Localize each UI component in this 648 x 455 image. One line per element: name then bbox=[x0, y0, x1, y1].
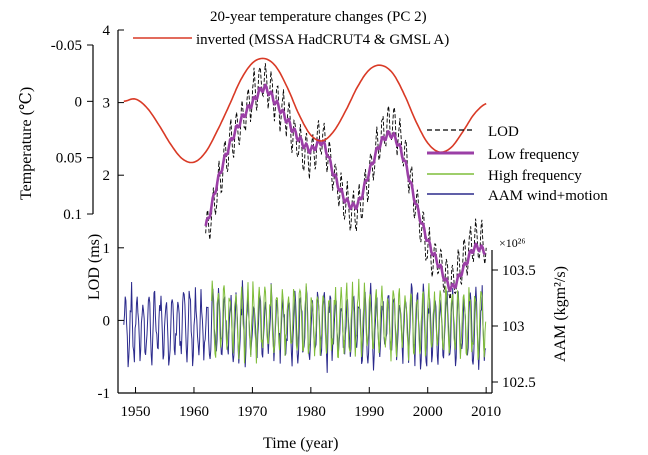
series-low-frequency bbox=[204, 83, 487, 292]
temperature-tick-label: 0.1 bbox=[63, 207, 82, 223]
chart-title: 20-year temperature changes (PC 2) bbox=[210, 9, 427, 25]
legend-label-temperature: inverted (MSSA HadCRUT4 & GMSL A) bbox=[196, 32, 449, 48]
x-tick-label: 2000 bbox=[413, 404, 443, 420]
temperature-axis-label: Temperature (℃) bbox=[18, 87, 35, 200]
x-tick-label: 1950 bbox=[121, 404, 151, 420]
legend-label-low-frequency: Low frequency bbox=[488, 147, 580, 163]
temperature-tick-label: 0.05 bbox=[56, 151, 82, 167]
aam-tick-label: 103 bbox=[502, 319, 525, 335]
lod-tick-label: 2 bbox=[103, 168, 111, 184]
ticks-layer: 1950 1960 1970 1980 1990 2000 2010 -1 0 1 2 3 4 -0.05… bbox=[51, 23, 536, 420]
lod-tick-label: 4 bbox=[103, 23, 111, 39]
aam-tick-label: 102.5 bbox=[502, 375, 536, 391]
legend-label-high-frequency: High frequency bbox=[488, 168, 582, 184]
lod-tick-label: 3 bbox=[103, 96, 111, 112]
legend: LOD Low frequency High frequency AAM win… bbox=[427, 124, 608, 204]
series-lod bbox=[205, 63, 487, 301]
lod-axis-label: LOD (ms) bbox=[86, 234, 103, 300]
aam-axis-label: AAM (kgm²/s) bbox=[552, 266, 569, 362]
legend-label-lod: LOD bbox=[488, 124, 519, 140]
series-high-frequency bbox=[211, 278, 487, 364]
x-tick-label: 1970 bbox=[237, 404, 267, 420]
x-tick-label: 1990 bbox=[354, 404, 384, 420]
axes-layer bbox=[92, 30, 493, 394]
lod-tick-label: 0 bbox=[103, 313, 111, 329]
x-tick-label: 2010 bbox=[471, 404, 501, 420]
series-layer bbox=[123, 57, 487, 373]
x-tick-label: 1960 bbox=[179, 404, 209, 420]
aam-tick-label: 103.5 bbox=[502, 263, 536, 279]
x-axis-label: Time (year) bbox=[263, 435, 338, 452]
temperature-tick-label: 0 bbox=[75, 94, 83, 110]
temperature-tick-label: -0.05 bbox=[51, 38, 82, 54]
x-tick-label: 1980 bbox=[296, 404, 326, 420]
aam-axis-multiplier: ×10²⁶ bbox=[499, 236, 526, 250]
series-temperature-inverted bbox=[123, 57, 487, 164]
lod-tick-label: -1 bbox=[98, 386, 111, 402]
legend-label-aam: AAM wind+motion bbox=[488, 188, 608, 204]
lod-tick-label: 1 bbox=[103, 241, 111, 257]
